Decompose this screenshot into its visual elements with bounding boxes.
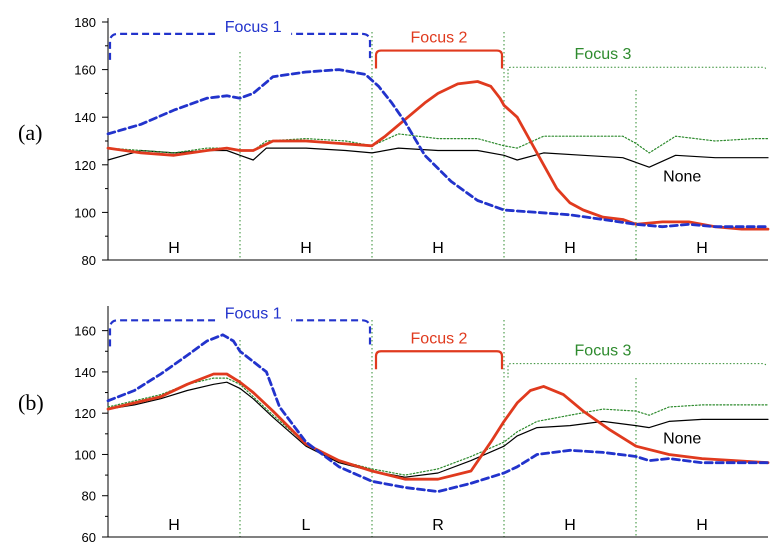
focus1-label-backing	[215, 316, 292, 325]
segment-label: L	[302, 517, 311, 534]
segment-label: H	[432, 240, 444, 257]
focus2-label: Focus 2	[411, 30, 468, 47]
panel-label: (a)	[18, 120, 42, 145]
none-series-line	[107, 147, 769, 168]
focus1-label: Focus 1	[225, 19, 282, 36]
focus3-bracket	[507, 66, 767, 82]
y-tick-label: 180	[74, 15, 96, 30]
y-tick-label: 120	[74, 158, 96, 173]
focus1-label-backing	[215, 29, 292, 38]
segment-label: H	[696, 517, 708, 534]
segment-label: H	[696, 240, 708, 257]
panel-b: (b) 60 80 100 120 140 160 H L R H H Focus 1 Focus 2 Fo…	[18, 305, 770, 543]
none-series-line	[107, 381, 769, 478]
none-label: None	[663, 169, 701, 186]
y-tick-label: 160	[74, 63, 96, 78]
y-tick-label: 80	[82, 253, 96, 268]
focus3-bracket	[507, 363, 767, 378]
y-tick-label: 80	[82, 489, 96, 504]
y-tick-label: 140	[74, 110, 96, 125]
focus1-label: Focus 1	[225, 305, 282, 322]
panel-label: (b)	[18, 390, 44, 415]
focus1-series-line	[106, 333, 770, 493]
focus3-label: Focus 3	[575, 46, 632, 63]
focus1-series-line	[106, 68, 770, 229]
y-tick-label: 100	[74, 447, 96, 462]
y-tick-label: 140	[74, 365, 96, 380]
y-tick-label: 60	[82, 530, 96, 543]
none-label: None	[663, 430, 701, 447]
focus2-bracket	[374, 350, 504, 370]
segment-label: H	[168, 240, 180, 257]
focus2-label: Focus 2	[411, 330, 468, 347]
segment-label: R	[432, 517, 444, 534]
focus3-series-line	[107, 377, 769, 476]
focus2-series-line	[106, 372, 770, 481]
y-tick-label: 160	[74, 324, 96, 339]
focus3-label: Focus 3	[575, 343, 632, 360]
panel-a: (a) 80 100 120 140 160 180 H H H H H Focus 1 Focus 2 F…	[18, 15, 770, 268]
focus2-bracket	[374, 49, 504, 69]
y-tick-label: 100	[74, 205, 96, 220]
segment-label: H	[168, 517, 180, 534]
segment-label: H	[564, 240, 576, 257]
focus2-series-line	[106, 80, 770, 231]
y-tick-label: 120	[74, 406, 96, 421]
segment-label: H	[564, 517, 576, 534]
segment-label: H	[300, 240, 312, 257]
